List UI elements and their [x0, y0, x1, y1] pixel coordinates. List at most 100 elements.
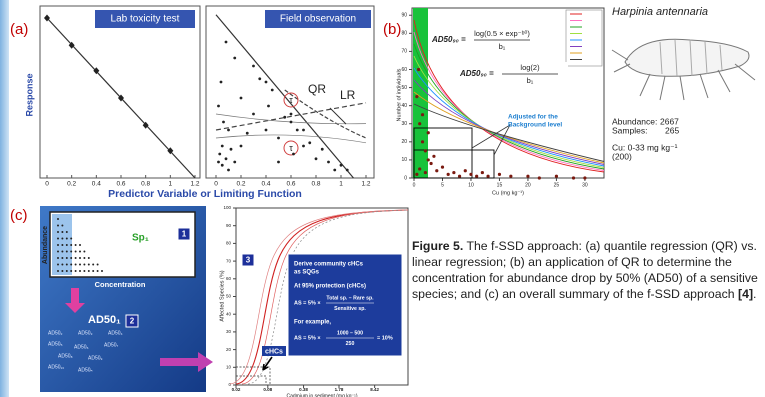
data-point	[252, 112, 255, 116]
dot	[83, 257, 86, 259]
data-point	[452, 170, 456, 175]
x-tick-label: 8.42	[370, 387, 379, 392]
protection-lines	[236, 366, 271, 385]
data-point	[289, 112, 293, 116]
y-tick-label: 60	[401, 67, 407, 73]
data-point	[270, 88, 274, 92]
dot	[65, 263, 68, 266]
formula-result: = 10%	[377, 335, 393, 341]
dot	[57, 270, 59, 272]
data-point	[224, 157, 228, 161]
dot	[83, 250, 86, 253]
amphipod-segments	[659, 39, 723, 77]
y-tick-label: 90	[401, 13, 407, 19]
dot	[83, 270, 86, 272]
data-point	[292, 152, 295, 156]
x-tick-label: 0.38	[299, 387, 308, 392]
x-tick-label: 1	[169, 181, 173, 188]
data-point	[308, 141, 312, 145]
data-point	[423, 170, 427, 175]
y-tick-label: 80	[401, 31, 407, 37]
data-point	[469, 172, 473, 176]
data-point	[218, 152, 222, 156]
caption-label: Figure 5.	[412, 239, 464, 253]
dot	[70, 244, 73, 246]
lr-band	[215, 134, 367, 144]
ad50-label: AD50ₙ	[78, 367, 93, 373]
dot	[87, 263, 90, 266]
dot	[79, 244, 81, 246]
formula-denominator: b₁	[499, 42, 506, 51]
y-axis-label: Number of individuals	[396, 68, 402, 121]
dot	[70, 257, 73, 259]
data-point	[420, 140, 425, 144]
line-label: LR	[340, 88, 356, 102]
x-tick-label: 0.4	[92, 181, 101, 188]
step-number: 1	[182, 230, 187, 239]
dot	[74, 270, 77, 272]
species-info: 265	[665, 125, 679, 135]
formula-lhs: AS = 5% ×	[294, 335, 321, 341]
data-point	[302, 144, 305, 148]
x-tick-label: 15	[497, 182, 503, 188]
formula-lhs: AD50₉₀ =	[431, 35, 466, 44]
ad50-label: AD50₄	[108, 330, 123, 336]
quantile-mark: τ	[289, 143, 293, 153]
formula-numerator: Total sp. – Rare sp.	[326, 295, 374, 301]
dot	[70, 250, 73, 253]
box-text: as SQGs	[294, 270, 320, 276]
marker-bg	[262, 346, 286, 356]
dot	[57, 224, 59, 227]
data-point	[486, 174, 490, 178]
annotation: Adjusted for the	[508, 114, 558, 121]
x-tick-label: 20	[525, 182, 531, 188]
y-tick-label: 70	[401, 49, 407, 55]
data-point	[245, 131, 249, 135]
dot	[96, 270, 99, 272]
down-arrow	[65, 288, 85, 313]
data-point	[457, 174, 462, 178]
ssd-curve	[229, 209, 409, 385]
dot	[57, 244, 59, 246]
y-tick-label: 20	[226, 347, 232, 352]
step-species: Sp₁	[132, 233, 149, 244]
dot	[74, 263, 77, 266]
ssd-curve	[247, 209, 409, 385]
x-tick-label: 5	[441, 182, 444, 188]
panel-label: (c)	[10, 207, 28, 224]
data-point	[118, 94, 124, 102]
x-tick-label: 1	[339, 181, 343, 188]
caption-end: .	[753, 287, 757, 301]
x-tick-label: 0.8	[311, 181, 320, 188]
panel-label: (a)	[10, 21, 28, 38]
x-axis-label: Predictor Variable or Limiting Function	[108, 188, 302, 200]
step-number-box	[177, 227, 191, 241]
data-point	[583, 176, 587, 180]
dot	[96, 263, 99, 266]
dot	[61, 257, 64, 259]
dot	[79, 270, 81, 272]
step-number: 2	[130, 317, 135, 326]
data-point	[480, 170, 484, 175]
quantile-curve	[413, 103, 605, 162]
y-tick-label: 40	[226, 311, 232, 316]
dot	[79, 257, 81, 259]
dot	[57, 231, 59, 233]
data-point	[426, 158, 430, 162]
data-point	[475, 174, 479, 178]
x-tick-label: 10	[468, 182, 474, 188]
annotation: Background level	[508, 122, 562, 129]
y-tick-label: 20	[401, 139, 407, 145]
data-point	[554, 174, 559, 178]
qr-line	[284, 89, 367, 139]
x-tick-label: 0.8	[141, 181, 150, 188]
data-point	[302, 128, 305, 132]
data-point	[224, 40, 228, 44]
data-point	[68, 41, 75, 49]
data-point	[93, 67, 100, 75]
x-tick-label: 0	[45, 181, 49, 188]
data-point	[420, 113, 425, 117]
data-point	[416, 67, 421, 72]
data-point	[233, 160, 237, 164]
